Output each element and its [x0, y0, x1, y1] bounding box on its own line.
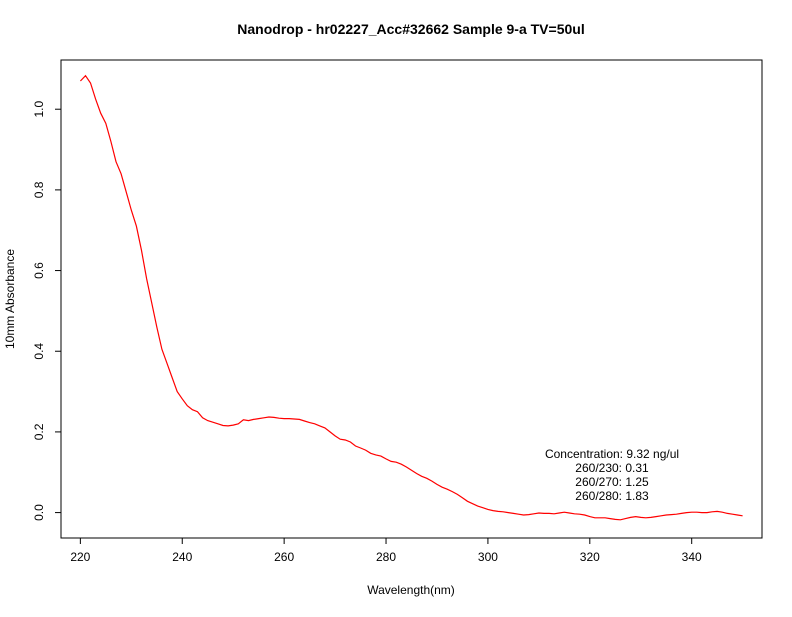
plot-frame: [60, 59, 763, 539]
annotation-concentration: Concentration: 9.32 ng/ul: [545, 447, 679, 461]
annotation-block: Concentration: 9.32 ng/ul 260/230: 0.31 …: [545, 447, 679, 503]
y-axis: 0.0 0.2 0.4 0.6 0.8 1.0: [32, 101, 61, 521]
y-tick-label: 1.0: [32, 101, 46, 118]
x-tick-label: 260: [274, 550, 294, 564]
annotation-ratio-260-270: 260/270: 1.25: [575, 475, 649, 489]
y-tick-label: 0.8: [32, 181, 46, 198]
absorbance-line: [79, 74, 743, 521]
x-tick-label: 220: [70, 550, 90, 564]
x-tick-label: 320: [580, 550, 600, 564]
y-tick-label: 0.2: [32, 423, 46, 440]
x-tick-label: 240: [172, 550, 192, 564]
x-tick-label: 300: [478, 550, 498, 564]
y-axis-label: 10mm Absorbance: [3, 249, 17, 349]
y-tick-label: 0.6: [32, 262, 46, 279]
x-tick-label: 340: [682, 550, 702, 564]
x-axis: 220 240 260 280 300 320 340: [70, 538, 702, 564]
chart-title: Nanodrop - hr02227_Acc#32662 Sample 9-a …: [237, 21, 584, 37]
x-axis-label: Wavelength(nm): [367, 583, 455, 597]
y-tick-label: 0.0: [32, 504, 46, 521]
y-tick-label: 0.4: [32, 343, 46, 360]
x-tick-label: 280: [376, 550, 396, 564]
annotation-ratio-260-280: 260/280: 1.83: [575, 489, 649, 503]
annotation-ratio-260-230: 260/230: 0.31: [575, 461, 649, 475]
